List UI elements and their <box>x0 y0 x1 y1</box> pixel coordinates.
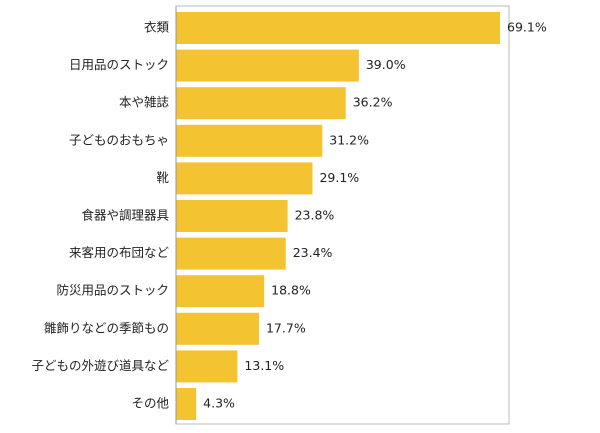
value-label: 29.1% <box>319 170 359 185</box>
bar <box>176 12 500 44</box>
category-label: 来客用の布団など <box>69 245 170 260</box>
bar <box>176 275 265 308</box>
bar <box>176 87 346 120</box>
bar <box>176 237 286 270</box>
category-labels: 衣類日用品のストック本や雑誌子どものおもちゃ靴食器や調理器具来客用の布団など防災… <box>31 20 169 411</box>
value-label: 69.1% <box>507 20 547 35</box>
category-label: 本や雑誌 <box>119 95 170 110</box>
value-label: 17.7% <box>266 320 306 335</box>
bar <box>176 200 288 232</box>
value-label: 39.0% <box>366 57 406 72</box>
bar <box>176 162 313 195</box>
category-label: 雛飾りなどの季節もの <box>44 320 169 335</box>
bar <box>176 350 238 383</box>
value-labels: 69.1% 39.0% 36.2% 31.2% 29.1% 23.8% 23.4% 18.8%… <box>203 20 547 411</box>
value-label: 36.2% <box>353 95 393 110</box>
value-label: 23.4% <box>293 245 333 260</box>
category-label: その他 <box>131 396 169 411</box>
value-label: 31.2% <box>329 132 369 147</box>
category-label: 靴 <box>156 170 169 185</box>
bar <box>176 312 259 345</box>
category-label: 子どものおもちゃ <box>69 132 169 147</box>
category-label: 食器や調理器具 <box>81 208 169 223</box>
category-label: 日用品のストック <box>69 57 169 72</box>
value-label: 18.8% <box>271 283 311 298</box>
value-label: 4.3% <box>203 396 235 411</box>
bar <box>176 124 323 157</box>
value-label: 23.8% <box>295 208 335 223</box>
bars-group <box>176 12 500 420</box>
bar <box>176 388 197 420</box>
bar <box>176 49 359 82</box>
value-label: 13.1% <box>244 358 284 373</box>
category-label: 子どもの外遊び道具など <box>31 358 169 373</box>
category-label: 防災用品のストック <box>56 283 169 298</box>
category-label: 衣類 <box>144 20 170 35</box>
